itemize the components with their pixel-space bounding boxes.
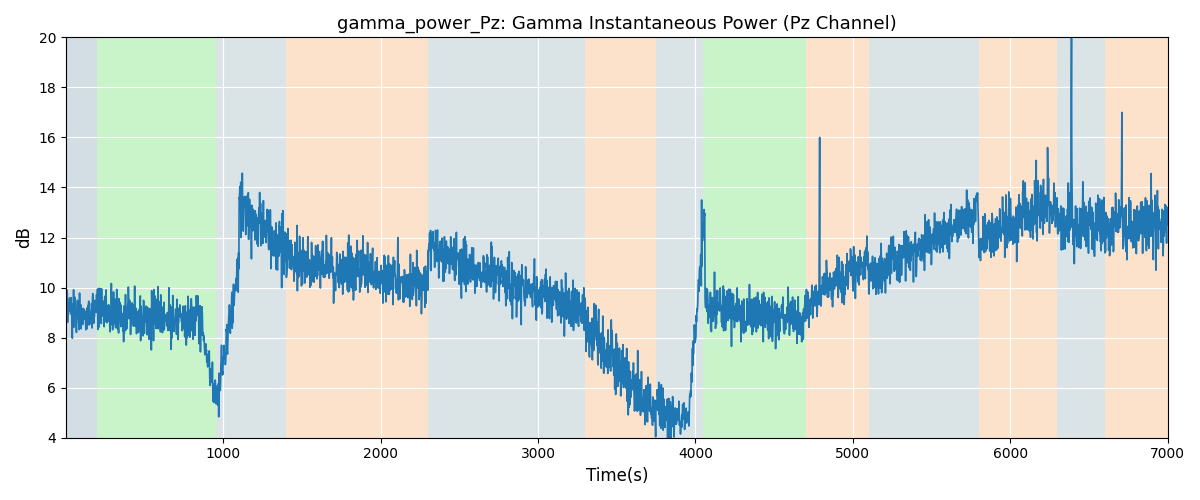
Title: gamma_power_Pz: Gamma Instantaneous Power (Pz Channel): gamma_power_Pz: Gamma Instantaneous Powe…: [337, 15, 896, 34]
X-axis label: Time(s): Time(s): [586, 467, 648, 485]
Y-axis label: dB: dB: [14, 226, 32, 248]
Bar: [805, 38, 869, 438]
Bar: [1057, 38, 1104, 438]
Bar: [287, 38, 428, 438]
Bar: [97, 38, 216, 438]
Bar: [703, 38, 805, 438]
Bar: [656, 38, 703, 438]
Bar: [66, 38, 97, 438]
Bar: [869, 38, 979, 438]
Bar: [979, 38, 1057, 438]
Bar: [428, 38, 586, 438]
Bar: [586, 38, 656, 438]
Bar: [1104, 38, 1168, 438]
Bar: [216, 38, 287, 438]
